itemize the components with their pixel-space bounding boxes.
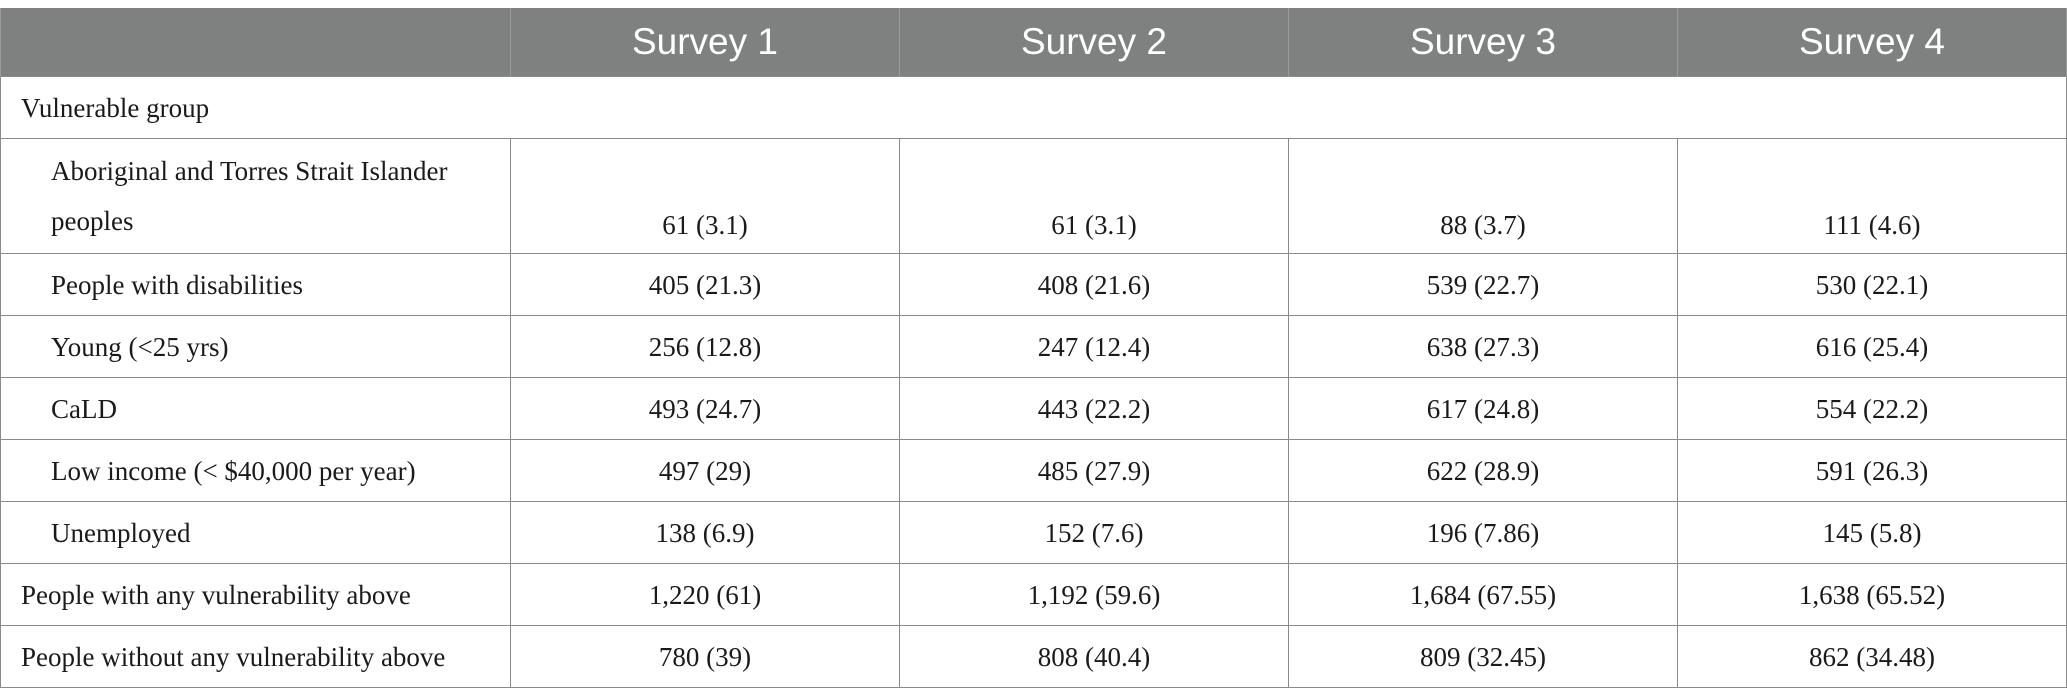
- cell-survey-3: 617 (24.8): [1288, 377, 1678, 440]
- cell-survey-4: 145 (5.8): [1677, 501, 2067, 564]
- cell-survey-2: 152 (7.6): [899, 501, 1289, 564]
- cell-survey-4: 1,638 (65.52): [1677, 563, 2067, 626]
- row-label: CaLD: [0, 377, 511, 440]
- cell-survey-1: 405 (21.3): [510, 253, 900, 316]
- cell-survey-2: 61 (3.1): [899, 138, 1289, 254]
- table-row: People with disabilities 405 (21.3) 408 …: [0, 253, 2067, 316]
- cell-survey-3: 622 (28.9): [1288, 439, 1678, 502]
- cell-survey-2: 408 (21.6): [899, 253, 1289, 316]
- header-survey-2: Survey 2: [899, 8, 1289, 77]
- cell-survey-2: 808 (40.4): [899, 625, 1289, 688]
- table-row: Young (<25 yrs) 256 (12.8) 247 (12.4) 63…: [0, 315, 2067, 378]
- cell-survey-3: 88 (3.7): [1288, 138, 1678, 254]
- header-survey-1: Survey 1: [510, 8, 900, 77]
- table-row: CaLD 493 (24.7) 443 (22.2) 617 (24.8) 55…: [0, 377, 2067, 440]
- table-row: Low income (< $40,000 per year) 497 (29)…: [0, 439, 2067, 502]
- cell-survey-3: 638 (27.3): [1288, 315, 1678, 378]
- cell-survey-1: 138 (6.9): [510, 501, 900, 564]
- cell-survey-4: 591 (26.3): [1677, 439, 2067, 502]
- cell-survey-3: 196 (7.86): [1288, 501, 1678, 564]
- cell-survey-4: 862 (34.48): [1677, 625, 2067, 688]
- row-label: Low income (< $40,000 per year): [0, 439, 511, 502]
- cell-survey-2: 247 (12.4): [899, 315, 1289, 378]
- cell-survey-1: 493 (24.7): [510, 377, 900, 440]
- table-row: Unemployed 138 (6.9) 152 (7.6) 196 (7.86…: [0, 501, 2067, 564]
- row-label: People without any vulnerability above: [0, 625, 511, 688]
- header-cell-blank: [0, 8, 511, 77]
- table-row: Aboriginal and Torres Strait Islander pe…: [0, 138, 2067, 254]
- cell-survey-2: 443 (22.2): [899, 377, 1289, 440]
- cell-survey-3: 539 (22.7): [1288, 253, 1678, 316]
- cell-survey-4: 530 (22.1): [1677, 253, 2067, 316]
- header-row: Survey 1 Survey 2 Survey 3 Survey 4: [0, 8, 2067, 77]
- cell-survey-4: 111 (4.6): [1677, 138, 2067, 254]
- cell-survey-4: 616 (25.4): [1677, 315, 2067, 378]
- section-label: Vulnerable group: [0, 76, 2067, 139]
- section-row: Vulnerable group: [0, 76, 2067, 139]
- row-label: Unemployed: [0, 501, 511, 564]
- cell-survey-3: 809 (32.45): [1288, 625, 1678, 688]
- cell-survey-1: 1,220 (61): [510, 563, 900, 626]
- row-label: Aboriginal and Torres Strait Islander pe…: [0, 138, 511, 254]
- row-label: People with disabilities: [0, 253, 511, 316]
- cell-survey-3: 1,684 (67.55): [1288, 563, 1678, 626]
- cell-survey-1: 497 (29): [510, 439, 900, 502]
- row-label: People with any vulnerability above: [0, 563, 511, 626]
- header-survey-3: Survey 3: [1288, 8, 1678, 77]
- cell-survey-1: 256 (12.8): [510, 315, 900, 378]
- header-survey-4: Survey 4: [1677, 8, 2067, 77]
- table-row: People without any vulnerability above 7…: [0, 625, 2067, 688]
- cell-survey-1: 61 (3.1): [510, 138, 900, 254]
- cell-survey-1: 780 (39): [510, 625, 900, 688]
- cell-survey-2: 1,192 (59.6): [899, 563, 1289, 626]
- table-body: Vulnerable group Aboriginal and Torres S…: [0, 76, 2067, 688]
- row-label: Young (<25 yrs): [0, 315, 511, 378]
- cell-survey-4: 554 (22.2): [1677, 377, 2067, 440]
- table-row: People with any vulnerability above 1,22…: [0, 563, 2067, 626]
- survey-vulnerability-table: Survey 1 Survey 2 Survey 3 Survey 4 Vuln…: [0, 8, 2067, 688]
- cell-survey-2: 485 (27.9): [899, 439, 1289, 502]
- table-header: Survey 1 Survey 2 Survey 3 Survey 4: [0, 8, 2067, 77]
